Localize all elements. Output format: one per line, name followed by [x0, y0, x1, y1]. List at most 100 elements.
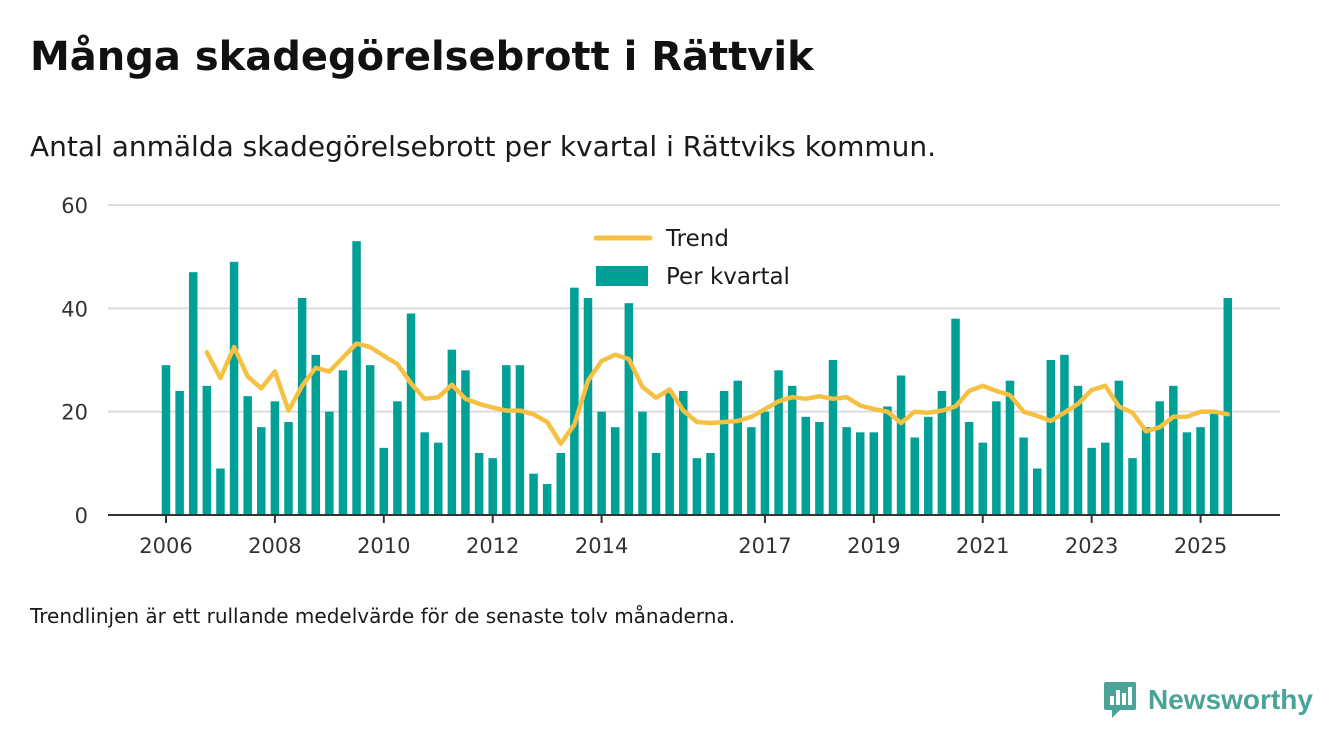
bar[interactable] [420, 432, 429, 515]
bar[interactable] [570, 287, 579, 515]
bar[interactable] [747, 427, 756, 515]
bar[interactable] [1032, 468, 1042, 516]
bar[interactable] [284, 422, 293, 515]
bar[interactable] [597, 411, 606, 515]
legend-label: Trend [665, 226, 729, 252]
bar[interactable] [1087, 447, 1096, 515]
brand-logo[interactable]: Newsworthy [1102, 680, 1313, 720]
bar[interactable] [406, 313, 416, 516]
x-tick-label: 2008 [248, 534, 301, 558]
bar[interactable] [801, 416, 811, 515]
bar[interactable] [1114, 380, 1124, 515]
bar[interactable] [638, 411, 647, 515]
bar[interactable] [434, 442, 443, 515]
bar[interactable] [461, 370, 470, 515]
bar[interactable] [529, 473, 538, 515]
y-tick-label: 60 [61, 194, 88, 218]
bar[interactable] [229, 261, 239, 515]
bar[interactable] [1101, 442, 1110, 515]
bar[interactable] [338, 370, 348, 515]
bar[interactable] [393, 401, 402, 515]
bar[interactable] [624, 303, 634, 515]
x-tick-label: 2010 [357, 534, 410, 558]
bar[interactable] [1128, 458, 1137, 515]
bar[interactable] [1005, 380, 1015, 515]
bar[interactable] [665, 391, 674, 515]
bar[interactable] [733, 380, 742, 515]
bar[interactable] [937, 391, 947, 515]
chart-title: Många skadegörelsebrott i Rättvik [30, 34, 814, 80]
bar[interactable] [1209, 411, 1219, 515]
x-tick-label: 2025 [1174, 534, 1227, 558]
y-tick-label: 0 [75, 504, 88, 528]
bar[interactable] [447, 349, 457, 515]
brand-name: Newsworthy [1148, 684, 1313, 715]
bar[interactable] [161, 365, 171, 515]
legend-label: Per kvartal [666, 264, 790, 290]
bar[interactable] [951, 318, 960, 515]
bar[interactable] [243, 396, 252, 515]
bar[interactable] [992, 401, 1001, 515]
bar[interactable] [502, 365, 511, 515]
bar[interactable] [964, 422, 974, 515]
bar[interactable] [1182, 432, 1192, 515]
bar[interactable] [325, 411, 334, 515]
bar[interactable] [842, 427, 851, 515]
bar[interactable] [583, 298, 593, 515]
bar[interactable] [1073, 385, 1083, 515]
bar[interactable] [1019, 437, 1028, 516]
legend-swatch-bars [596, 266, 648, 286]
bar[interactable] [188, 272, 198, 515]
bar[interactable] [760, 411, 770, 515]
bar[interactable] [352, 241, 361, 515]
trend-line[interactable] [204, 341, 1231, 446]
bar[interactable] [896, 375, 906, 516]
bar[interactable] [542, 484, 552, 515]
bar[interactable] [815, 422, 824, 515]
bar[interactable] [216, 468, 225, 516]
bar[interactable] [706, 453, 715, 515]
x-tick-label: 2017 [738, 534, 791, 558]
bar[interactable] [1155, 401, 1164, 515]
bar[interactable] [474, 453, 484, 515]
bar[interactable] [488, 458, 497, 515]
bar[interactable] [1141, 427, 1151, 515]
bar[interactable] [1046, 360, 1056, 515]
bar[interactable] [787, 385, 797, 515]
bar[interactable] [202, 385, 212, 515]
bar[interactable] [515, 365, 525, 515]
bar[interactable] [257, 427, 266, 515]
x-tick-label: 2021 [956, 534, 1009, 558]
newsworthy-icon [1104, 682, 1136, 718]
bar[interactable] [924, 416, 933, 515]
y-tick-label: 20 [61, 401, 88, 425]
x-tick-label: 2014 [575, 534, 628, 558]
bar[interactable] [692, 458, 702, 515]
bar[interactable] [869, 432, 879, 515]
bar[interactable] [297, 298, 307, 515]
bar[interactable] [910, 437, 919, 516]
bar[interactable] [679, 391, 688, 515]
bar[interactable] [978, 442, 988, 515]
x-tick-label: 2012 [466, 534, 519, 558]
bar[interactable] [828, 360, 838, 515]
bar[interactable] [1223, 298, 1233, 515]
bar[interactable] [1060, 354, 1069, 515]
footnote: Trendlinjen är ett rullande medelvärde f… [30, 604, 736, 628]
bar[interactable] [311, 354, 320, 515]
bar[interactable] [556, 453, 566, 515]
bar[interactable] [651, 453, 661, 515]
bar[interactable] [855, 432, 865, 515]
bar[interactable] [719, 391, 729, 515]
bar[interactable] [1196, 427, 1205, 515]
chart-subtitle: Antal anmälda skadegörelsebrott per kvar… [30, 130, 937, 163]
x-tick-label: 2019 [847, 534, 900, 558]
bar[interactable] [883, 406, 892, 516]
bar[interactable] [774, 370, 783, 515]
bar[interactable] [379, 447, 389, 515]
bar[interactable] [365, 365, 375, 515]
bar[interactable] [175, 391, 184, 515]
bar[interactable] [1169, 385, 1178, 515]
bar[interactable] [270, 401, 280, 515]
bar[interactable] [610, 427, 620, 515]
